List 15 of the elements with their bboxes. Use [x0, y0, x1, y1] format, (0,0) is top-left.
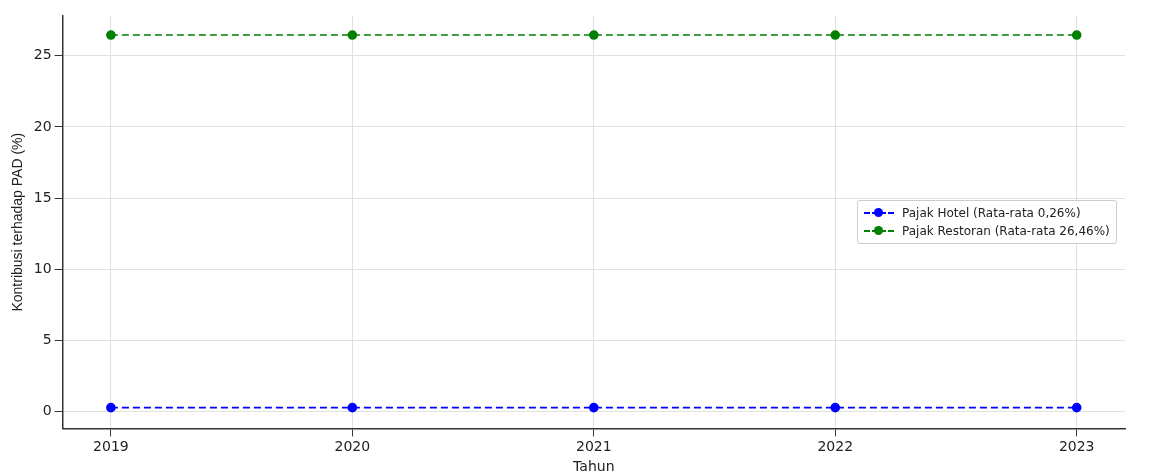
y-tick-label: 25 — [33, 46, 52, 63]
y-axis-title: Kontribusi terhadap PAD (%) — [9, 132, 26, 312]
x-tick-label: 2021 — [575, 438, 612, 455]
x-tick-label: 2022 — [817, 438, 854, 455]
y-tick-label: 20 — [33, 117, 52, 134]
x-tick-label: 2020 — [334, 438, 371, 455]
legend-label: Pajak Restoran (Rata-rata 26,46%) — [902, 224, 1110, 239]
legend-label: Pajak Hotel (Rata-rata 0,26%) — [902, 206, 1081, 221]
y-tick-label: 0 — [42, 401, 52, 418]
x-axis-title: Tahun — [572, 458, 615, 475]
x-tick-label: 2019 — [93, 438, 129, 455]
y-tick-label: 10 — [33, 259, 52, 276]
y-tick-label: 5 — [42, 330, 52, 347]
y-tick-label: 15 — [33, 188, 52, 205]
x-tick-label: 2023 — [1058, 438, 1095, 455]
